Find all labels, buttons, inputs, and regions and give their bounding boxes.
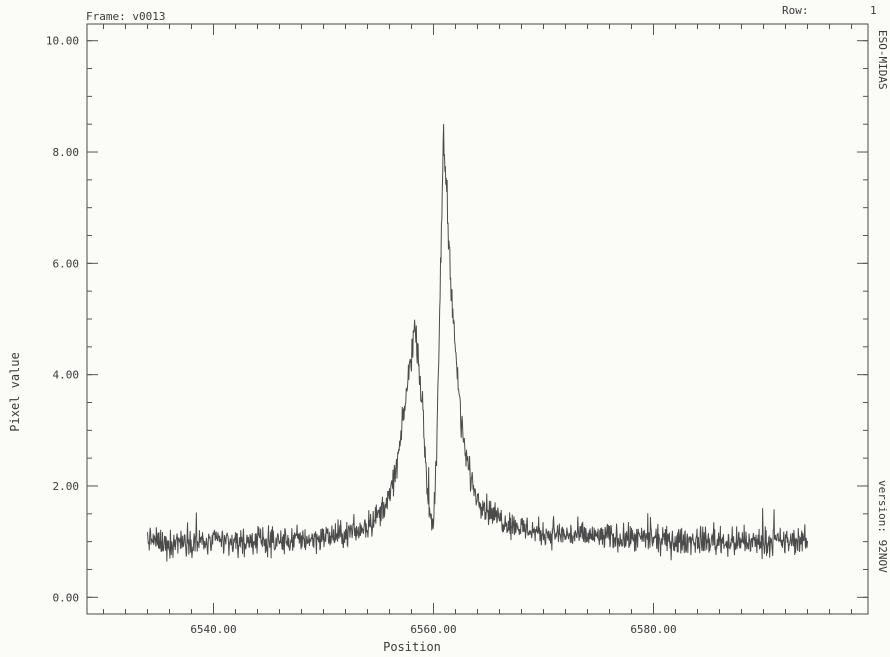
plot-frame (86, 23, 869, 615)
y-tick-label: 10.00 (46, 35, 79, 48)
y-tick-label: 8.00 (53, 146, 80, 159)
row-value: 1 (870, 4, 877, 17)
y-tick-label: 2.00 (53, 480, 80, 493)
x-tick-label: 6540.00 (190, 623, 236, 636)
y-tick-label: 4.00 (53, 369, 80, 382)
y-tick-label: 6.00 (53, 257, 80, 270)
x-axis: 6540.00 6560.00 6580.00 (103, 24, 852, 636)
version-label: version: 92NOV (876, 480, 889, 573)
x-axis-label: Position (383, 640, 441, 654)
x-tick-label: 6580.00 (630, 623, 676, 636)
x-tick-label: 6560.00 (410, 623, 456, 636)
row-label: Row: (782, 4, 809, 17)
y-axis: 0.00 2.00 4.00 6.00 8.00 10.00 (46, 35, 868, 604)
frame-label: Frame: v0013 (86, 10, 165, 23)
midas-label: ESO-MIDAS (876, 30, 889, 90)
y-tick-label: 0.00 (53, 591, 80, 604)
spectrum-line (147, 123, 808, 562)
y-axis-label: Pixel value (8, 352, 22, 431)
